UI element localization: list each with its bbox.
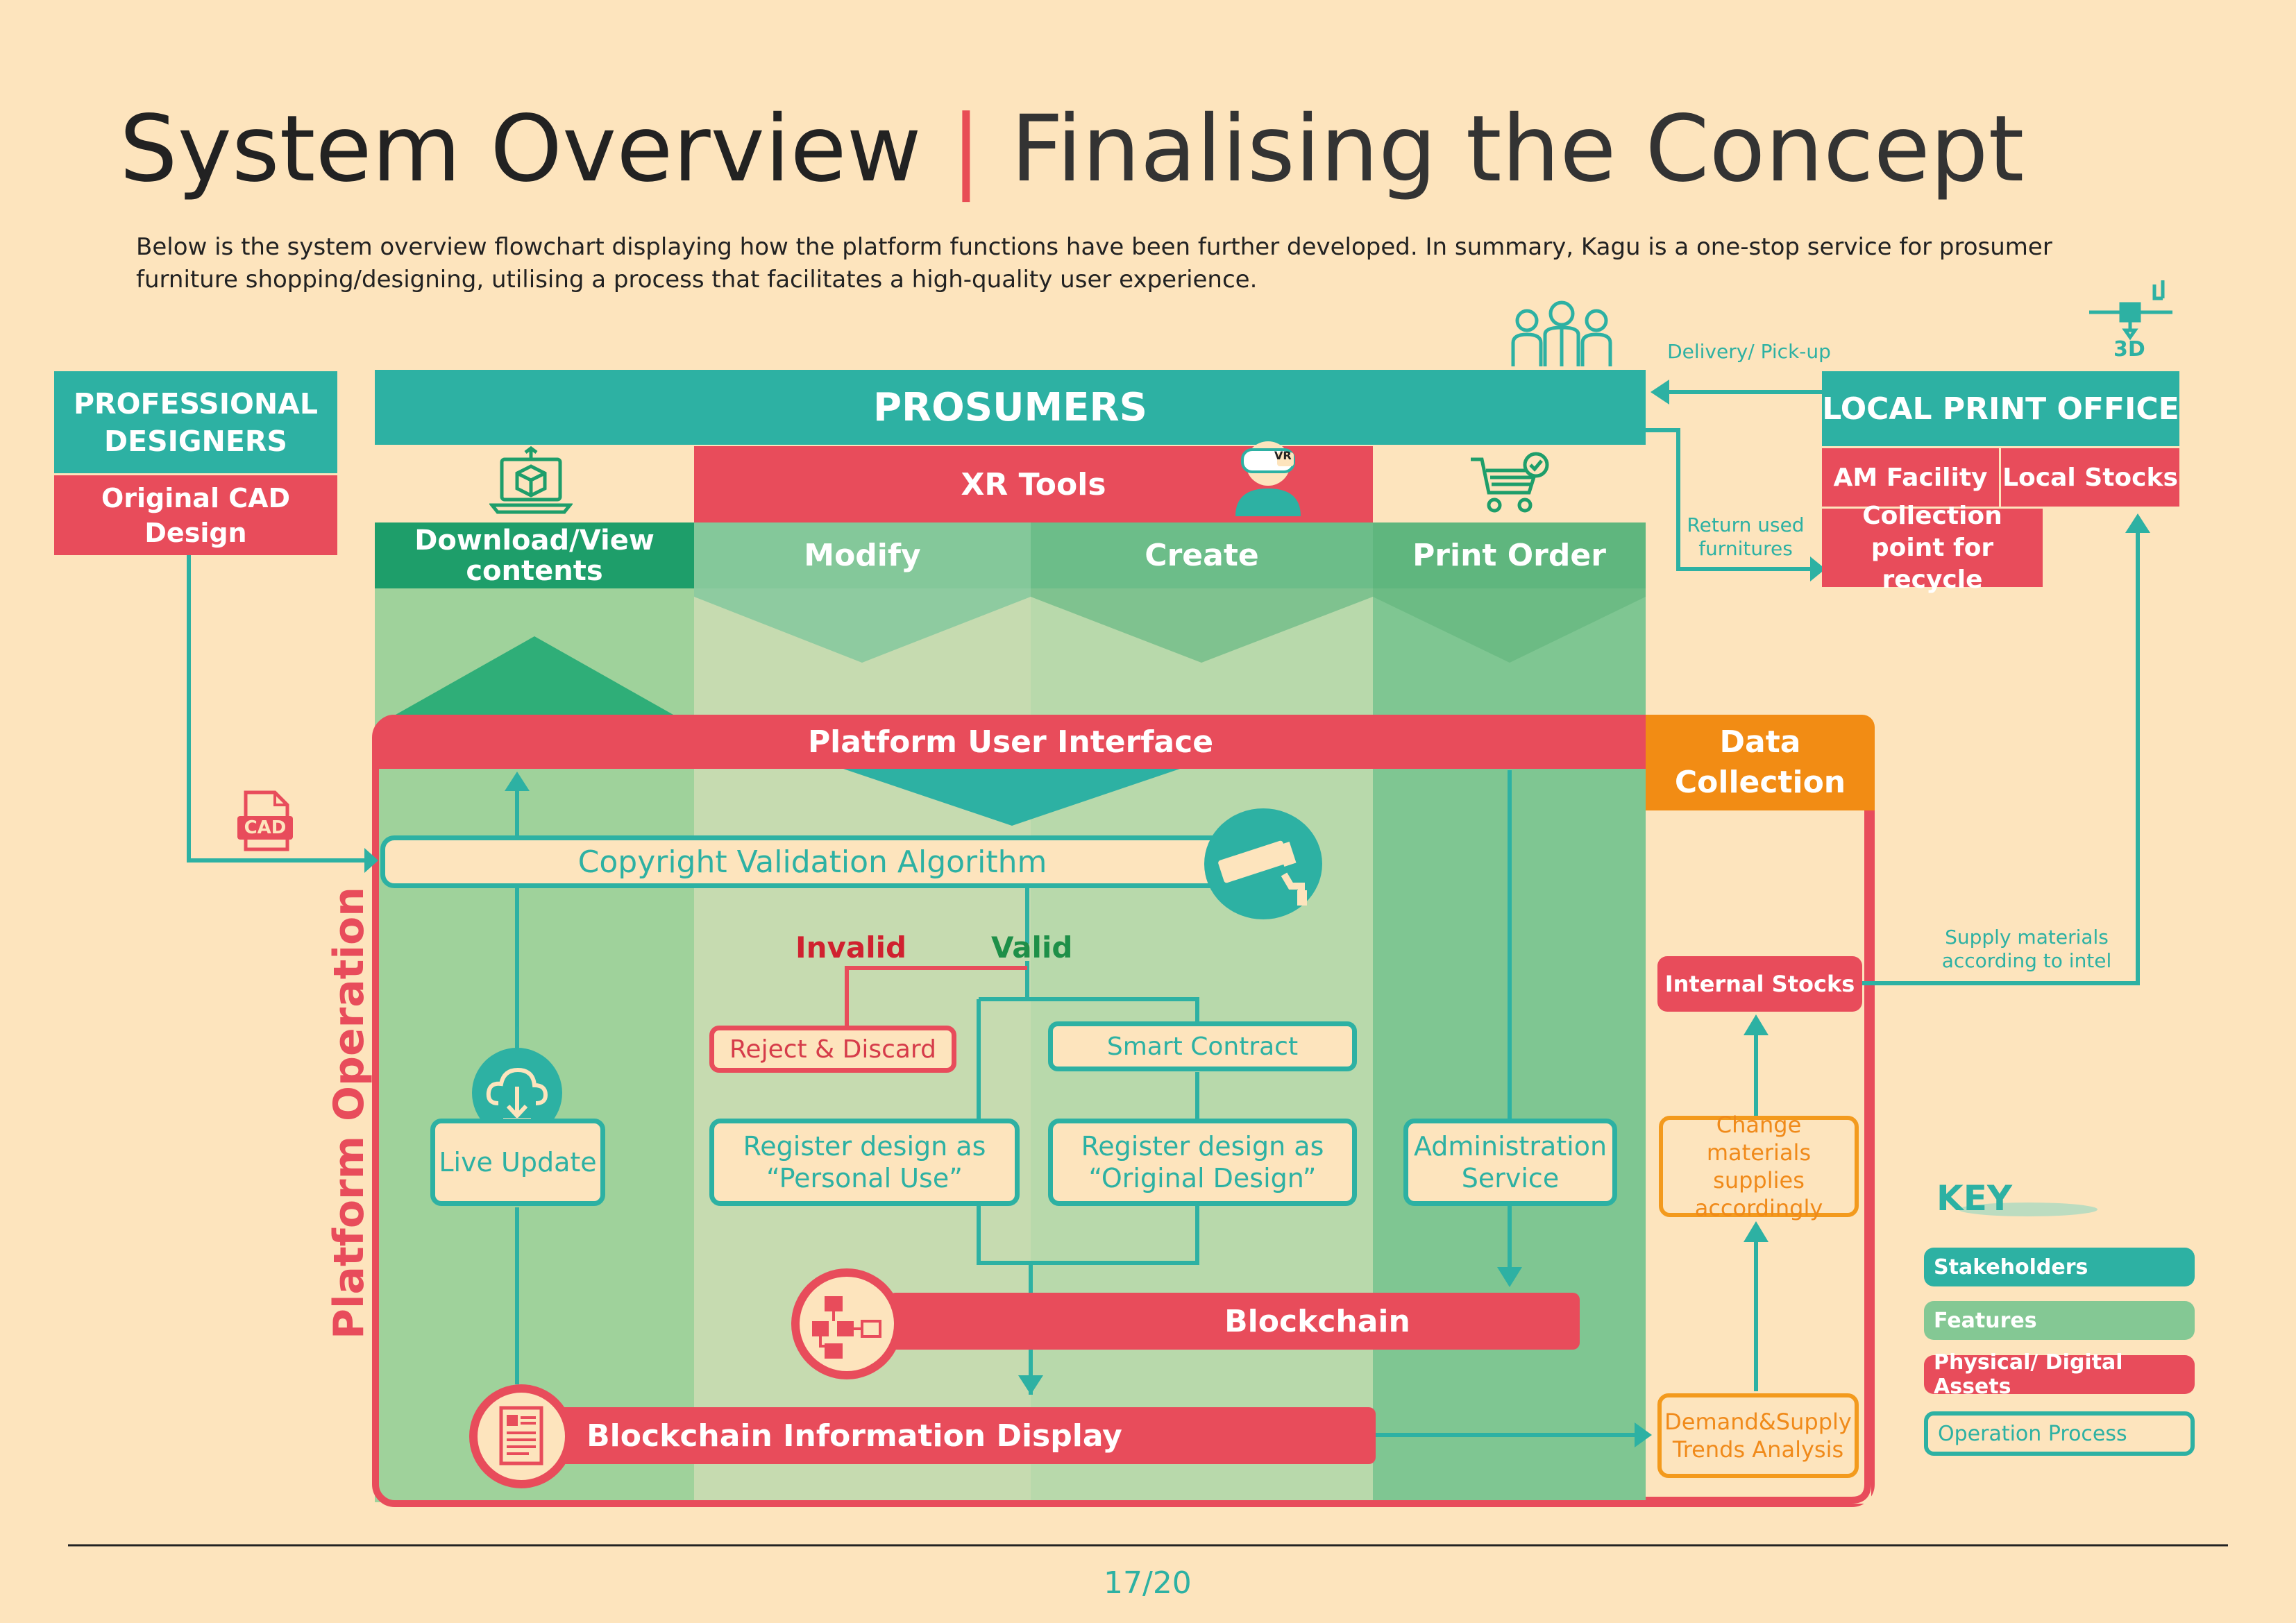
register-original-design: Register design as “Original Design”	[1048, 1119, 1357, 1206]
print-chevron	[1373, 586, 1646, 663]
arrow-supply	[2125, 513, 2150, 533]
collection-point: Collection point for recycle	[1822, 502, 2043, 594]
delivery-pickup-label: Delivery/ Pick-up	[1667, 340, 1831, 363]
pui-chevron	[843, 769, 1180, 826]
arrow-live-update	[505, 772, 530, 791]
arrow-change	[1744, 1221, 1769, 1242]
platform-user-interface: Platform User Interface	[375, 715, 1646, 769]
cad-file-icon	[236, 790, 295, 852]
am-facility: AM Facility	[1822, 448, 1999, 507]
local-stocks: Local Stocks	[2001, 448, 2179, 507]
reject-discard: Reject & Discard	[709, 1026, 956, 1073]
page-number: 17/20	[1104, 1565, 1192, 1601]
page-title: System Overview | Finalising the Concept	[119, 96, 2024, 203]
register-personal-use: Register design as “Personal Use”	[709, 1119, 1020, 1206]
return-used-label: Return used furnitures	[1687, 513, 1805, 560]
original-cad-design: Original CAD Design	[54, 475, 337, 555]
smart-contract: Smart Contract	[1048, 1021, 1357, 1071]
people-icon	[1506, 298, 1617, 368]
invalid-connector	[845, 966, 1027, 1027]
create-chevron	[1031, 586, 1373, 663]
document-icon	[469, 1384, 573, 1488]
valid-label: Valid	[991, 931, 1073, 965]
print-order: Print Order	[1373, 522, 1646, 588]
arrow-delivery	[1651, 380, 1669, 405]
key-assets: Physical/ Digital Assets	[1924, 1350, 2195, 1399]
blockchain-information-display: Blockchain Information Display	[527, 1407, 1376, 1464]
arrow-return	[1810, 556, 1825, 581]
professional-designers: PROFESSIONAL DESIGNERS	[54, 371, 337, 473]
modify-chevron	[694, 586, 1031, 663]
live-update: Live Update	[430, 1119, 605, 1206]
3d-model-laptop-icon	[488, 445, 574, 518]
arrow-to-display	[1018, 1375, 1043, 1395]
modify: Modify	[694, 522, 1031, 588]
copyright-validation-algorithm: Copyright Validation Algorithm	[380, 835, 1244, 888]
prosumers: PROSUMERS	[375, 370, 1646, 445]
3d-icon-label: 3D	[2113, 337, 2145, 362]
create: Create	[1031, 522, 1373, 588]
blockchain-icon	[791, 1268, 902, 1379]
arrow-demand	[1635, 1422, 1652, 1447]
key-underline	[1959, 1203, 2097, 1216]
intro-paragraph: Below is the system overview flowchart d…	[136, 233, 2052, 294]
demand-supply-analysis: Demand&Supply Trends Analysis	[1657, 1393, 1859, 1478]
vr-headset-icon	[1229, 432, 1308, 516]
change-materials: Change materials supplies accordingly	[1659, 1112, 1859, 1221]
title-main: System Overview	[119, 96, 922, 203]
return-connector	[1646, 428, 1812, 571]
arrow-to-copyright	[364, 848, 378, 873]
title-sub: Finalising the Concept	[1011, 96, 2025, 203]
key-stakeholders: Stakeholders	[1924, 1248, 2195, 1286]
cad-connector	[187, 555, 364, 863]
3d-printer-icon	[2082, 278, 2179, 364]
download-view-contents: Download/View contents	[375, 522, 694, 588]
data-collection: Data Collection	[1646, 715, 1875, 810]
supply-connector	[1862, 520, 2140, 985]
cad-icon-label: CAD	[244, 817, 287, 838]
valid-branch-top	[979, 997, 1199, 1030]
camera-icon	[1204, 808, 1322, 919]
supply-materials-label: Supply materials according to intel	[1941, 926, 2112, 972]
platform-operation-label: Platform Operation	[325, 887, 373, 1339]
arrow-internal	[1744, 1014, 1769, 1035]
local-print-office: LOCAL PRINT OFFICE	[1822, 371, 2179, 446]
vr-icon-label: VR	[1274, 449, 1292, 462]
key-title: KEY	[1936, 1178, 2013, 1218]
key-features: Features	[1924, 1301, 2195, 1340]
arrow-admin	[1497, 1267, 1522, 1287]
blockchain: Blockchain	[888, 1293, 1580, 1350]
administration-service: Administration Service	[1403, 1119, 1617, 1206]
title-separator: |	[950, 96, 982, 203]
key-operation-process: Operation Process	[1924, 1411, 2195, 1456]
download-chevron-up	[396, 636, 673, 715]
shopping-cart-icon	[1468, 450, 1551, 518]
internal-stocks: Internal Stocks	[1657, 956, 1862, 1012]
invalid-label: Invalid	[795, 931, 907, 965]
data-collection-frame	[1646, 767, 1871, 1504]
